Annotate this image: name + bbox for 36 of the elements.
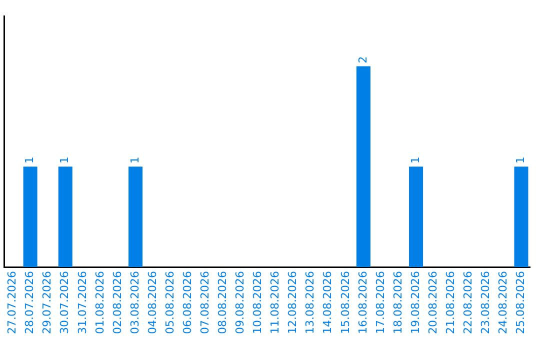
data-label: 1 [23, 156, 36, 164]
x-tick-label: 19.08.2026 [408, 271, 422, 334]
x-tick-label: 13.08.2026 [304, 271, 317, 334]
x-tick-label: 29.07.2026 [40, 271, 54, 334]
x-tick-label: 11.08.2026 [268, 271, 282, 334]
x-tick-label: 01.08.2026 [93, 271, 106, 334]
x-tick-label: 04.08.2026 [146, 271, 159, 334]
x-tick-label: 05.08.2026 [163, 271, 176, 334]
x-tick-label: 30.07.2026 [58, 271, 72, 334]
x-tick-label: 14.08.2026 [321, 271, 334, 334]
x-tick-label: 21.08.2026 [444, 271, 457, 334]
data-label: 1 [514, 156, 528, 164]
data-label: 1 [128, 156, 142, 164]
x-tick-label: 31.07.2026 [76, 271, 89, 334]
data-label: 1 [408, 156, 422, 164]
x-tick-label: 27.07.2026 [6, 271, 19, 334]
data-label: 2 [356, 56, 370, 64]
x-tick-label: 10.08.2026 [251, 271, 264, 334]
x-tick-label: 06.08.2026 [180, 271, 194, 334]
x-tick-label: 20.08.2026 [426, 271, 440, 334]
data-label: 1 [58, 156, 72, 164]
x-tick-label: 18.08.2026 [391, 271, 404, 334]
x-tick-label: 22.08.2026 [461, 271, 474, 334]
x-tick-label: 23.08.2026 [479, 271, 492, 334]
x-tick-label: 25.08.2026 [514, 271, 528, 334]
x-tick-label: 03.08.2026 [128, 271, 142, 334]
x-tick-label: 02.08.2026 [110, 271, 124, 334]
x-tick-label: 24.08.2026 [496, 271, 510, 334]
x-tick-label: 28.07.2026 [23, 271, 36, 334]
x-tick-label: 09.08.2026 [234, 271, 247, 334]
x-tick-label: 12.08.2026 [286, 271, 300, 334]
x-tick-label: 17.08.2026 [374, 271, 387, 334]
x-tick-label: 07.08.2026 [198, 271, 212, 334]
x-tick-label: 08.08.2026 [216, 271, 230, 334]
x-tick-label: 16.08.2026 [356, 271, 370, 334]
x-tick-label: 15.08.2026 [338, 271, 352, 334]
